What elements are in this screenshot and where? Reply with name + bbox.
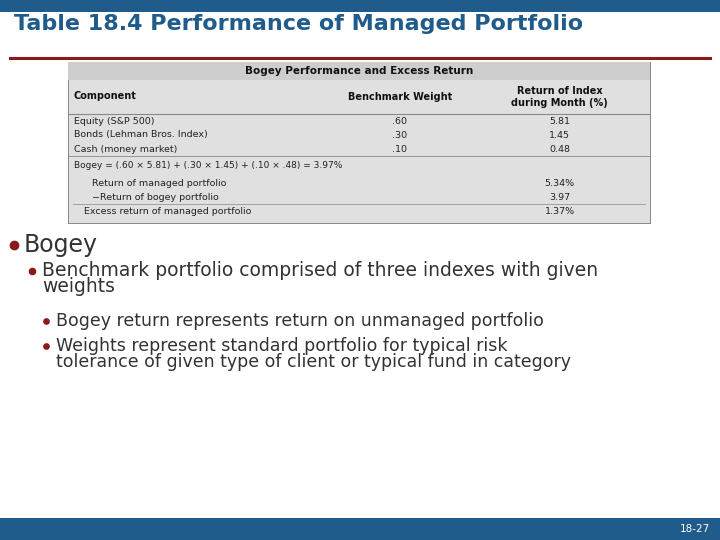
- Text: weights: weights: [42, 278, 115, 296]
- Bar: [68, 62, 650, 80]
- Text: Excess return of managed portfolio: Excess return of managed portfolio: [84, 206, 251, 215]
- Text: .60: .60: [392, 117, 408, 125]
- Text: Weights represent standard portfolio for typical risk: Weights represent standard portfolio for…: [56, 337, 508, 355]
- Text: Bogey: Bogey: [24, 233, 98, 257]
- Text: −Return of bogey portfolio: −Return of bogey portfolio: [92, 192, 219, 201]
- Text: 5.81: 5.81: [549, 117, 570, 125]
- Text: 3.97: 3.97: [549, 192, 570, 201]
- Text: Equity (S&P 500): Equity (S&P 500): [74, 117, 155, 125]
- Text: .10: .10: [392, 145, 408, 153]
- Text: Table 18.4 Performance of Managed Portfolio: Table 18.4 Performance of Managed Portfo…: [14, 14, 583, 34]
- Text: 1.45: 1.45: [549, 131, 570, 139]
- Text: 1.37%: 1.37%: [545, 206, 575, 215]
- Text: tolerance of given type of client or typical fund in category: tolerance of given type of client or typ…: [56, 353, 571, 371]
- Bar: [0, 518, 720, 540]
- Text: 18-27: 18-27: [680, 524, 710, 534]
- Text: 0.48: 0.48: [549, 145, 570, 153]
- Text: Benchmark portfolio comprised of three indexes with given: Benchmark portfolio comprised of three i…: [42, 261, 598, 280]
- Text: 5.34%: 5.34%: [545, 179, 575, 187]
- Text: .30: .30: [392, 131, 408, 139]
- Text: Component: Component: [74, 91, 137, 101]
- Text: Return of Index
during Month (%): Return of Index during Month (%): [511, 86, 608, 108]
- Text: Bogey = (.60 × 5.81) + (.30 × 1.45) + (.10 × .48) = 3.97%: Bogey = (.60 × 5.81) + (.30 × 1.45) + (.…: [74, 161, 343, 171]
- Bar: [0, 0, 720, 12]
- Bar: [68, 62, 650, 223]
- Text: Bogey Performance and Excess Return: Bogey Performance and Excess Return: [245, 66, 473, 76]
- Text: Benchmark Weight: Benchmark Weight: [348, 92, 452, 102]
- Text: Bogey return represents return on unmanaged portfolio: Bogey return represents return on unmana…: [56, 312, 544, 330]
- Text: Return of managed portfolio: Return of managed portfolio: [92, 179, 226, 187]
- Text: Bonds (Lehman Bros. Index): Bonds (Lehman Bros. Index): [74, 131, 208, 139]
- Text: Cash (money market): Cash (money market): [74, 145, 177, 153]
